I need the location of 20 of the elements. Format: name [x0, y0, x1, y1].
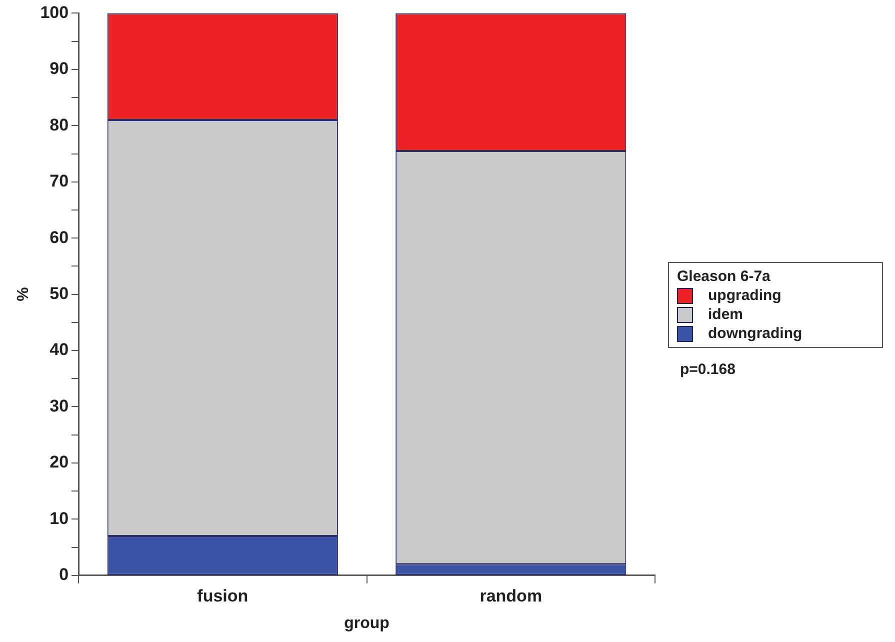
- y-tick-label: 10: [50, 508, 69, 528]
- y-tick-label: 0: [59, 565, 69, 584]
- y-tick-label: 100: [40, 2, 69, 22]
- y-tick-label: 60: [50, 228, 69, 247]
- y-tick-label: 50: [50, 284, 69, 303]
- legend-label: upgrading: [708, 287, 782, 304]
- y-axis-title: %: [15, 287, 32, 302]
- y-tick-label: 80: [50, 115, 69, 134]
- y-tick-label: 90: [50, 59, 69, 78]
- x-tick-label: fusion: [197, 586, 248, 606]
- y-tick-label: 40: [50, 340, 69, 360]
- y-tick-label: 70: [50, 172, 69, 191]
- legend-label: idem: [708, 306, 744, 323]
- x-tick-label: random: [480, 586, 542, 606]
- legend-title: Gleason 6-7a: [677, 267, 772, 286]
- y-tick-label: 30: [50, 396, 69, 416]
- x-axis-title: group: [344, 614, 390, 632]
- y-tick-label: 20: [50, 452, 69, 472]
- text: p=0.168: [680, 361, 736, 378]
- legend-label: downgrading: [708, 325, 802, 342]
